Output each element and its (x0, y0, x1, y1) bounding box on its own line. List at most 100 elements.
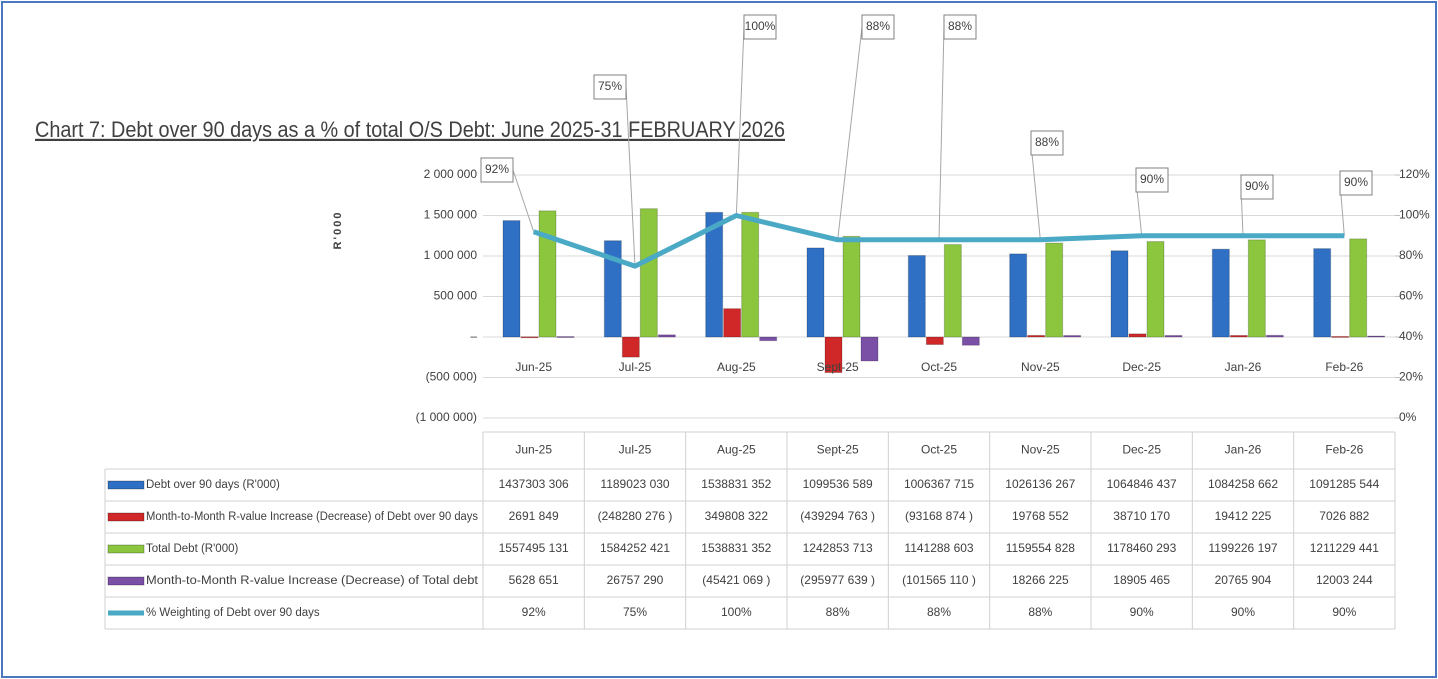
bar (1128, 333, 1147, 338)
data-label: 88% (866, 19, 890, 33)
table-cell: 1211229 441 (1310, 541, 1380, 555)
bar (657, 334, 676, 338)
table-cell: (45421 069 ) (702, 573, 770, 587)
legend-label: Month-to-Month R-value Increase (Decreas… (146, 511, 478, 523)
table-cell: 1026136 267 (1005, 477, 1075, 491)
bar (907, 254, 926, 338)
table-cell: 5628 651 (509, 573, 559, 587)
bar (1313, 248, 1332, 338)
table-cell: 1189023 030 (600, 477, 670, 491)
table-cell: 88% (826, 605, 850, 619)
bar (538, 210, 557, 338)
bar (1110, 250, 1129, 338)
table-cell: 92% (522, 605, 546, 619)
bar (1229, 334, 1248, 338)
y2-tick-label: 60% (1399, 289, 1423, 303)
data-label-box (1339, 170, 1373, 196)
bar (1063, 335, 1082, 338)
table-cell: 7026 882 (1319, 509, 1369, 523)
table-cell: 1141288 603 (904, 541, 974, 555)
table-cell: (295977 639 ) (800, 573, 875, 587)
y-tick-label: 1 000 000 (424, 248, 478, 262)
bar (1247, 239, 1266, 338)
table-cell: 2691 849 (509, 509, 559, 523)
y2-tick-label: 120% (1399, 167, 1430, 181)
table-cell: 1538831 352 (701, 541, 771, 555)
table-cell: 1199226 197 (1208, 541, 1278, 555)
bar (1367, 335, 1386, 338)
table-cell: 1178460 293 (1107, 541, 1177, 555)
data-label-box (743, 14, 777, 40)
bar (860, 336, 879, 362)
table-cell: 90% (1130, 605, 1154, 619)
table-cell: 1242853 713 (803, 541, 873, 555)
table-header: Jun-25 (515, 443, 552, 457)
y2-tick-label: 0% (1399, 410, 1417, 424)
bar (925, 336, 944, 346)
data-label: 100% (745, 19, 776, 33)
data-label-box (480, 157, 514, 183)
data-label-box (1135, 167, 1169, 193)
data-label-box (1240, 174, 1274, 200)
table-header: Jul-25 (619, 443, 652, 457)
bar (723, 308, 742, 338)
bar (705, 211, 724, 338)
y-tick-label: (1 000 000) (416, 410, 477, 424)
table-header: Jan-26 (1225, 443, 1262, 457)
data-label: 90% (1344, 175, 1368, 189)
bar (1009, 253, 1028, 338)
bar (1146, 241, 1165, 338)
y2-tick-label: 20% (1399, 370, 1423, 384)
y-axis-title: R'000 (332, 211, 344, 250)
bar (621, 336, 640, 358)
table-cell: 1064846 437 (1107, 477, 1177, 491)
bar (1045, 242, 1064, 338)
table-cell: 18266 225 (1012, 573, 1069, 587)
x-tick-label: Aug-25 (717, 360, 756, 374)
bar (741, 211, 760, 338)
x-tick-label: Jun-25 (515, 360, 552, 374)
table-cell: 1557495 131 (499, 541, 569, 555)
legend-label: % Weighting of Debt over 90 days (146, 607, 320, 619)
table-cell: 1099536 589 (803, 477, 873, 491)
legend-swatch (107, 544, 145, 554)
table-cell: 75% (623, 605, 647, 619)
bar (556, 336, 575, 339)
legend-swatch (107, 480, 145, 490)
table-cell: 1584252 421 (600, 541, 670, 555)
data-label-box (1030, 130, 1064, 156)
bar (961, 336, 980, 346)
data-label: 88% (1035, 135, 1059, 149)
data-label: 90% (1140, 172, 1164, 186)
legend-swatch (107, 576, 145, 586)
legend-label: Total Debt (R'000) (146, 543, 238, 555)
legend-label: Month-to-Month R-value Increase (Decreas… (146, 575, 479, 587)
table-cell: 90% (1231, 605, 1255, 619)
table-cell: 88% (927, 605, 951, 619)
x-tick-label: Oct-25 (921, 360, 957, 374)
table-header: Feb-26 (1325, 443, 1363, 457)
bar (1265, 334, 1284, 338)
table-cell: 1437303 306 (499, 477, 569, 491)
bar (603, 240, 622, 338)
table-header: Sept-25 (817, 443, 859, 457)
table-cell: (93168 874 ) (905, 509, 973, 523)
table-header: Dec-25 (1122, 443, 1161, 457)
table-cell: 90% (1332, 605, 1356, 619)
x-tick-label: Feb-26 (1325, 360, 1363, 374)
y-tick-label: – (470, 329, 477, 343)
table-cell: 19412 225 (1215, 509, 1272, 523)
bar (1349, 238, 1368, 338)
data-label: 88% (948, 19, 972, 33)
table-header: Nov-25 (1021, 443, 1060, 457)
legend-swatch (107, 512, 145, 522)
table-cell: (248280 276 ) (598, 509, 673, 523)
y2-tick-label: 100% (1399, 208, 1430, 222)
table-cell: 1091285 544 (1309, 477, 1379, 491)
data-label-box (593, 74, 627, 100)
table-header: Oct-25 (921, 443, 957, 457)
bar (824, 336, 843, 374)
bar (1027, 334, 1046, 338)
y-tick-label: 2 000 000 (424, 167, 478, 181)
